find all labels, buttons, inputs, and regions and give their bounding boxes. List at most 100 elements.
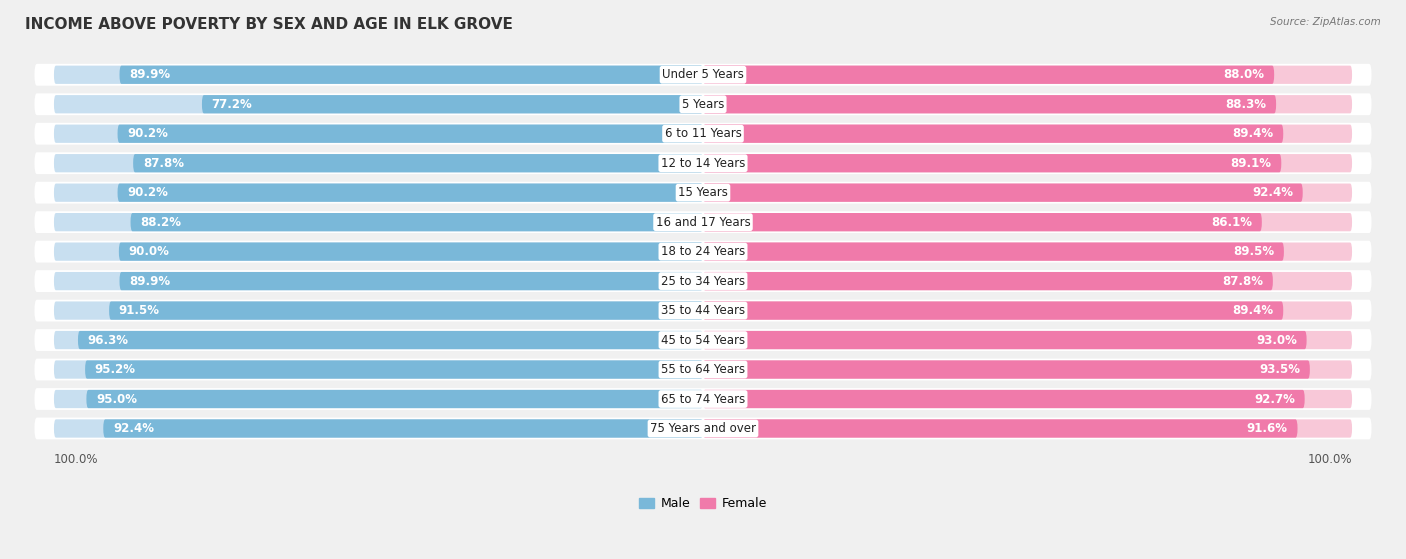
FancyBboxPatch shape xyxy=(103,419,703,438)
Text: 90.2%: 90.2% xyxy=(128,186,169,199)
FancyBboxPatch shape xyxy=(53,125,703,143)
FancyBboxPatch shape xyxy=(35,123,1371,145)
Text: 65 to 74 Years: 65 to 74 Years xyxy=(661,392,745,405)
FancyBboxPatch shape xyxy=(703,390,1353,408)
FancyBboxPatch shape xyxy=(120,272,703,290)
FancyBboxPatch shape xyxy=(35,64,1371,86)
FancyBboxPatch shape xyxy=(35,93,1371,115)
FancyBboxPatch shape xyxy=(703,154,1353,172)
Text: 35 to 44 Years: 35 to 44 Years xyxy=(661,304,745,317)
Text: Source: ZipAtlas.com: Source: ZipAtlas.com xyxy=(1270,17,1381,27)
Text: 95.2%: 95.2% xyxy=(94,363,136,376)
Text: 92.4%: 92.4% xyxy=(112,422,155,435)
Text: 16 and 17 Years: 16 and 17 Years xyxy=(655,216,751,229)
FancyBboxPatch shape xyxy=(703,419,1353,438)
FancyBboxPatch shape xyxy=(703,213,1261,231)
Text: 55 to 64 Years: 55 to 64 Years xyxy=(661,363,745,376)
FancyBboxPatch shape xyxy=(35,182,1371,203)
Text: 88.3%: 88.3% xyxy=(1226,98,1267,111)
FancyBboxPatch shape xyxy=(703,95,1353,113)
FancyBboxPatch shape xyxy=(110,301,703,320)
Text: 95.0%: 95.0% xyxy=(96,392,138,405)
FancyBboxPatch shape xyxy=(703,65,1353,84)
Text: 93.5%: 93.5% xyxy=(1260,363,1301,376)
Text: 25 to 34 Years: 25 to 34 Years xyxy=(661,274,745,288)
FancyBboxPatch shape xyxy=(35,241,1371,263)
FancyBboxPatch shape xyxy=(703,243,1284,260)
Text: 96.3%: 96.3% xyxy=(87,334,129,347)
FancyBboxPatch shape xyxy=(703,183,1303,202)
FancyBboxPatch shape xyxy=(53,213,703,231)
Text: 45 to 54 Years: 45 to 54 Years xyxy=(661,334,745,347)
Text: 100.0%: 100.0% xyxy=(53,453,98,466)
Text: 15 Years: 15 Years xyxy=(678,186,728,199)
FancyBboxPatch shape xyxy=(134,154,703,172)
Text: 91.6%: 91.6% xyxy=(1247,422,1288,435)
FancyBboxPatch shape xyxy=(35,359,1371,381)
Text: 89.9%: 89.9% xyxy=(129,274,170,288)
Text: 12 to 14 Years: 12 to 14 Years xyxy=(661,157,745,170)
FancyBboxPatch shape xyxy=(35,418,1371,439)
FancyBboxPatch shape xyxy=(703,65,1274,84)
Text: 89.4%: 89.4% xyxy=(1233,304,1274,317)
FancyBboxPatch shape xyxy=(35,270,1371,292)
FancyBboxPatch shape xyxy=(703,213,1353,231)
FancyBboxPatch shape xyxy=(703,361,1310,378)
FancyBboxPatch shape xyxy=(53,331,703,349)
FancyBboxPatch shape xyxy=(53,65,703,84)
Text: 89.5%: 89.5% xyxy=(1233,245,1274,258)
FancyBboxPatch shape xyxy=(703,419,1298,438)
Text: 75 Years and over: 75 Years and over xyxy=(650,422,756,435)
FancyBboxPatch shape xyxy=(118,125,703,143)
FancyBboxPatch shape xyxy=(35,329,1371,351)
FancyBboxPatch shape xyxy=(53,390,703,408)
Text: 92.4%: 92.4% xyxy=(1251,186,1294,199)
FancyBboxPatch shape xyxy=(703,331,1353,349)
FancyBboxPatch shape xyxy=(53,183,703,202)
FancyBboxPatch shape xyxy=(703,125,1284,143)
Text: 87.8%: 87.8% xyxy=(143,157,184,170)
FancyBboxPatch shape xyxy=(118,183,703,202)
Text: 100.0%: 100.0% xyxy=(1308,453,1353,466)
FancyBboxPatch shape xyxy=(53,419,703,438)
FancyBboxPatch shape xyxy=(77,331,703,349)
FancyBboxPatch shape xyxy=(53,361,703,378)
FancyBboxPatch shape xyxy=(120,65,703,84)
Text: 18 to 24 Years: 18 to 24 Years xyxy=(661,245,745,258)
Text: 5 Years: 5 Years xyxy=(682,98,724,111)
Text: 88.0%: 88.0% xyxy=(1223,68,1264,81)
Text: 92.7%: 92.7% xyxy=(1254,392,1295,405)
FancyBboxPatch shape xyxy=(202,95,703,113)
Text: 93.0%: 93.0% xyxy=(1256,334,1296,347)
FancyBboxPatch shape xyxy=(703,154,1281,172)
FancyBboxPatch shape xyxy=(53,272,703,290)
FancyBboxPatch shape xyxy=(703,331,1306,349)
FancyBboxPatch shape xyxy=(120,243,703,260)
Text: 89.1%: 89.1% xyxy=(1230,157,1271,170)
FancyBboxPatch shape xyxy=(131,213,703,231)
FancyBboxPatch shape xyxy=(86,390,703,408)
Text: 91.5%: 91.5% xyxy=(120,304,160,317)
Text: 88.2%: 88.2% xyxy=(141,216,181,229)
FancyBboxPatch shape xyxy=(703,183,1353,202)
FancyBboxPatch shape xyxy=(703,390,1305,408)
FancyBboxPatch shape xyxy=(703,125,1353,143)
FancyBboxPatch shape xyxy=(703,243,1353,260)
Text: 77.2%: 77.2% xyxy=(212,98,253,111)
Legend: Male, Female: Male, Female xyxy=(640,497,766,510)
Text: 89.4%: 89.4% xyxy=(1233,127,1274,140)
Text: 89.9%: 89.9% xyxy=(129,68,170,81)
FancyBboxPatch shape xyxy=(53,301,703,320)
FancyBboxPatch shape xyxy=(35,211,1371,233)
FancyBboxPatch shape xyxy=(35,152,1371,174)
FancyBboxPatch shape xyxy=(703,301,1284,320)
FancyBboxPatch shape xyxy=(703,301,1353,320)
Text: 87.8%: 87.8% xyxy=(1222,274,1263,288)
FancyBboxPatch shape xyxy=(53,95,703,113)
FancyBboxPatch shape xyxy=(703,361,1353,378)
FancyBboxPatch shape xyxy=(86,361,703,378)
Text: 6 to 11 Years: 6 to 11 Years xyxy=(665,127,741,140)
Text: 90.0%: 90.0% xyxy=(128,245,170,258)
Text: 90.2%: 90.2% xyxy=(128,127,169,140)
FancyBboxPatch shape xyxy=(703,272,1353,290)
